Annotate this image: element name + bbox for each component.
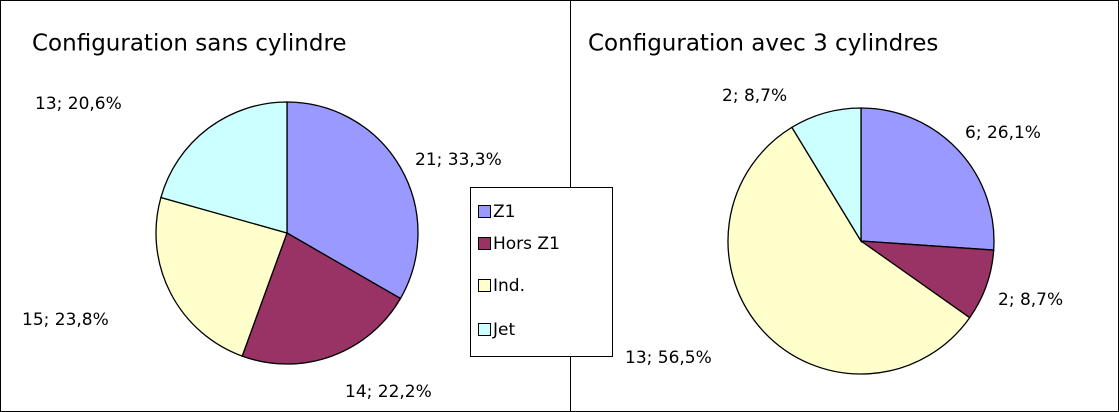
pie-slice: [155, 196, 288, 357]
data-label: 13; 20,6%: [35, 94, 122, 114]
data-label: 6; 26,1%: [965, 123, 1041, 143]
legend-swatch: [478, 323, 491, 336]
legend-swatch: [478, 237, 491, 250]
data-label: 2; 8,7%: [998, 290, 1063, 310]
data-label: 13; 56,5%: [625, 348, 712, 368]
legend: [470, 187, 613, 357]
chart-title: Configuration sans cylindre: [32, 31, 347, 57]
legend-swatch: [478, 205, 491, 218]
pie-slice: [727, 126, 971, 375]
chart-title: Configuration avec 3 cylindres: [588, 31, 938, 57]
legend-swatch: [478, 279, 491, 292]
legend-label: Z1: [493, 202, 515, 222]
legend-label: Hors Z1: [493, 234, 560, 254]
legend-label: Ind.: [493, 276, 525, 296]
pie-slice: [286, 101, 419, 300]
data-label: 2; 8,7%: [722, 86, 787, 106]
legend-label: Jet: [492, 320, 515, 340]
pie-slice: [241, 232, 402, 365]
pie-slice: [860, 107, 995, 251]
pie-slice: [791, 107, 862, 244]
pie-slice: [160, 101, 288, 234]
data-label: 21; 33,3%: [415, 150, 502, 170]
data-label: 14; 22,2%: [345, 382, 432, 402]
data-label: 15; 23,8%: [22, 310, 109, 330]
